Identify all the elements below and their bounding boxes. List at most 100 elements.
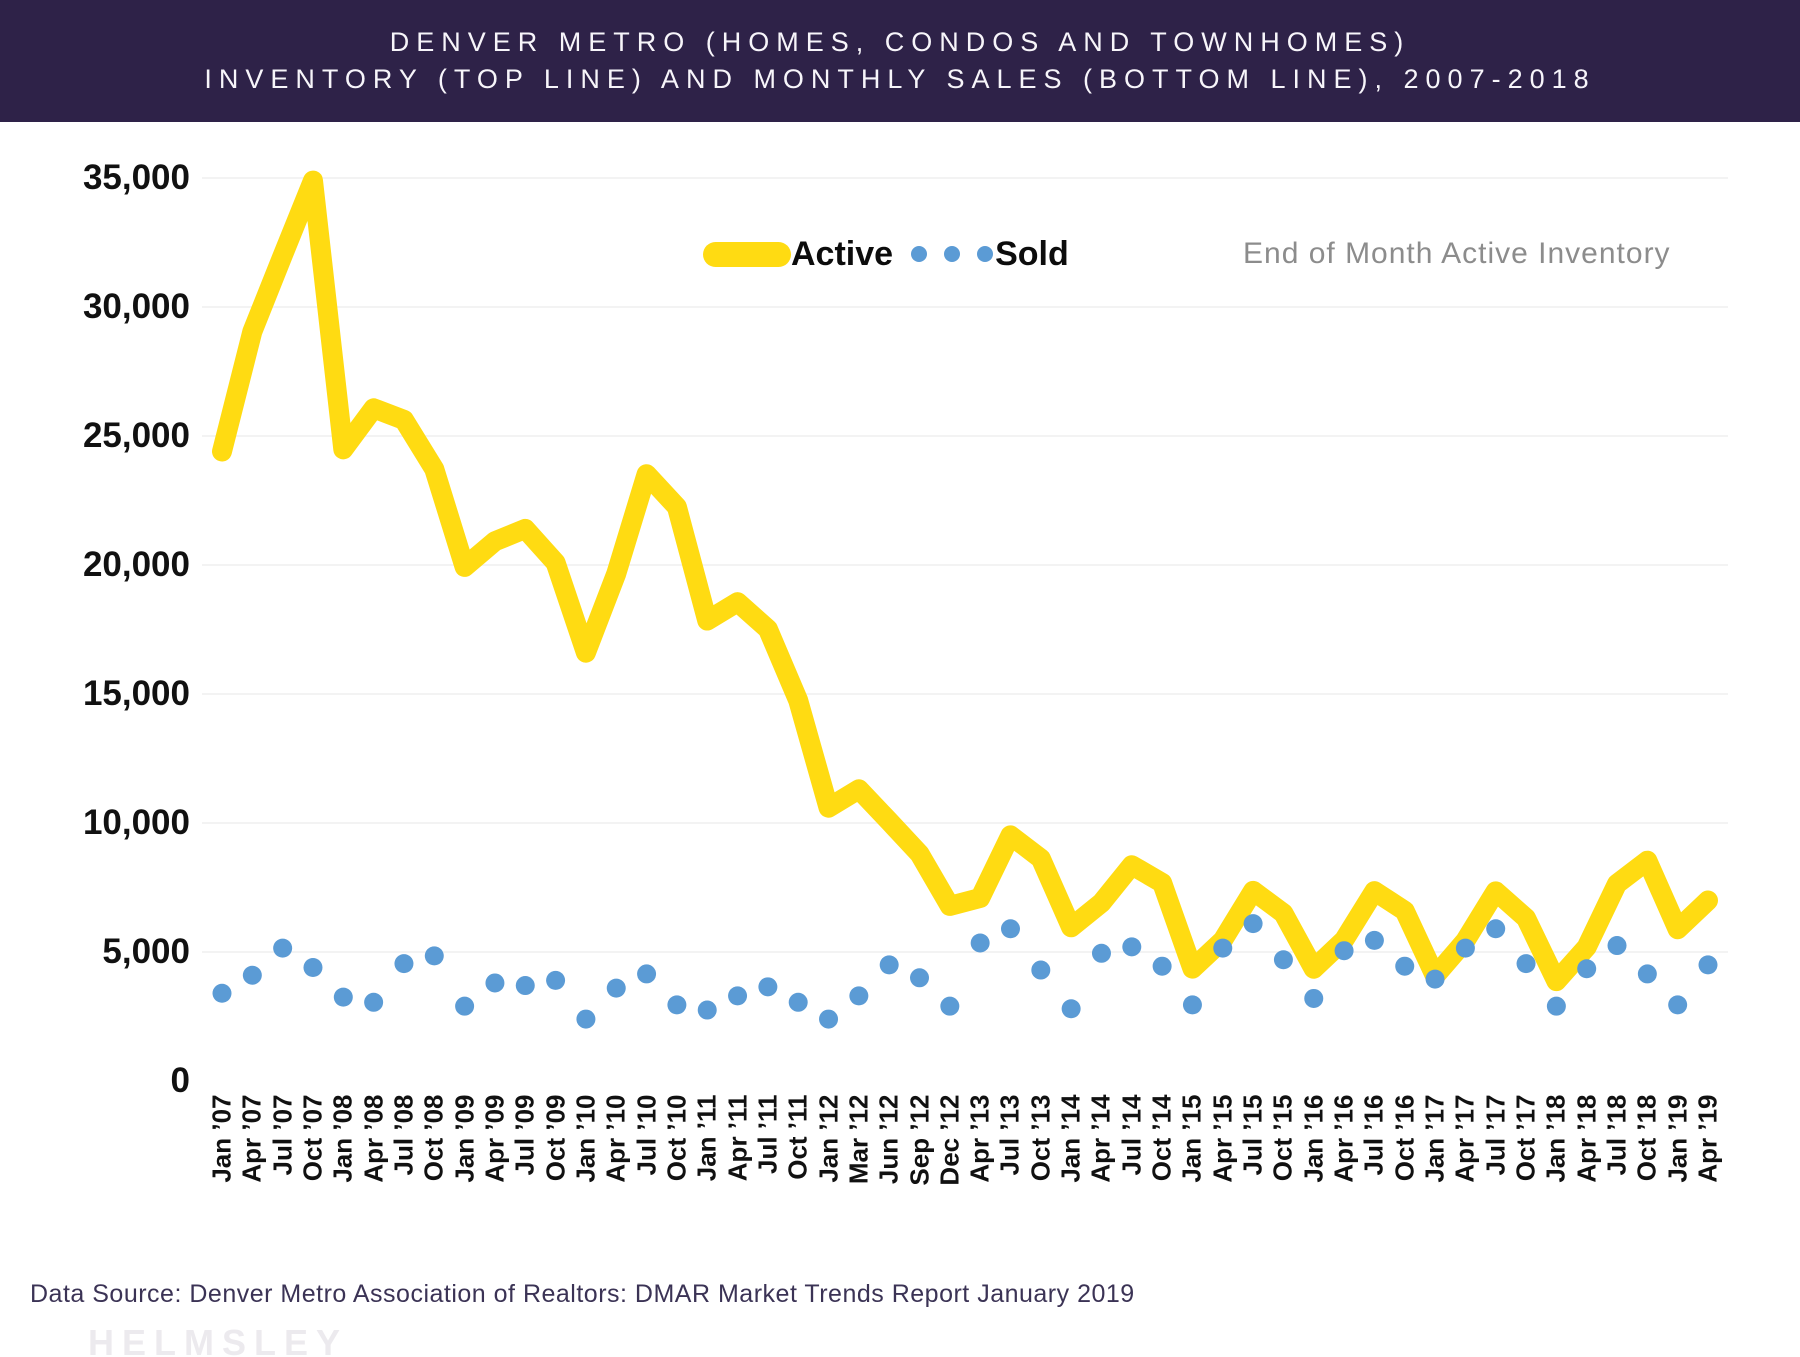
chart-title-line1: DENVER METRO (HOMES, CONDOS AND TOWNHOME… — [389, 27, 1411, 57]
x-axis-tick-label: Jan ’07 — [206, 1094, 237, 1183]
sold-data-point — [788, 992, 808, 1012]
y-axis-tick-label: 25,000 — [82, 416, 190, 455]
sold-data-point — [1091, 943, 1111, 963]
x-axis-tick-label: Oct ’15 — [1267, 1094, 1298, 1182]
sold-data-point — [242, 965, 262, 985]
x-axis-tick-label: Sep ’12 — [904, 1094, 934, 1186]
x-axis-tick-label: Jan ’11 — [691, 1094, 722, 1182]
sold-data-point — [910, 968, 930, 988]
x-axis-tick-label: Apr ’09 — [479, 1094, 510, 1183]
sold-data-point — [1455, 938, 1475, 958]
sold-data-point — [485, 973, 505, 993]
sold-dot-icon — [944, 246, 961, 262]
x-axis-tick-label: Oct ’18 — [1631, 1094, 1662, 1182]
sold-data-point — [576, 1009, 596, 1029]
active-line-swatch-icon — [703, 241, 791, 267]
sold-data-point — [1152, 956, 1172, 976]
sold-data-point — [546, 970, 566, 990]
sold-data-point — [1273, 950, 1293, 970]
sold-data-point — [1182, 995, 1202, 1015]
chart-title-banner: DENVER METRO (HOMES, CONDOS AND TOWNHOME… — [0, 0, 1800, 122]
sold-data-point — [1031, 960, 1051, 980]
sold-data-point — [212, 983, 232, 1003]
sold-data-point — [1668, 995, 1688, 1015]
x-axis-tick-label: Jul ’13 — [994, 1094, 1025, 1176]
x-axis-tick-label: Apr ’07 — [236, 1094, 267, 1183]
sold-data-point — [1546, 996, 1566, 1016]
sold-data-point — [728, 986, 748, 1006]
legend-sold-label: Sold — [995, 234, 1069, 273]
x-axis-tick-label: Apr ’14 — [1085, 1094, 1116, 1183]
x-axis-tick-label: Oct ’17 — [1510, 1094, 1541, 1182]
sold-data-point — [940, 996, 960, 1016]
x-axis-tick-label: Jan ’12 — [813, 1094, 844, 1183]
legend-active-label: Active — [791, 234, 894, 273]
sold-data-point — [970, 933, 990, 953]
chart-annotation: End of Month Active Inventory — [1243, 237, 1671, 270]
x-axis-tick-label: Jul ’08 — [388, 1094, 419, 1176]
x-axis-tick-label: Jul ’07 — [267, 1094, 298, 1176]
sold-dot-icon — [911, 246, 928, 262]
sold-data-point — [364, 992, 384, 1012]
sold-data-point — [1395, 956, 1415, 976]
x-axis-tick-label: Oct ’16 — [1389, 1094, 1420, 1182]
sold-data-point — [1516, 954, 1536, 974]
sold-data-point — [1000, 919, 1020, 939]
x-axis-tick-label: Apr ’16 — [1328, 1094, 1359, 1183]
x-axis-tick-label: Apr ’15 — [1207, 1094, 1238, 1183]
x-axis-tick-label: Jan ’19 — [1662, 1094, 1693, 1183]
sold-data-point — [819, 1009, 839, 1029]
sold-data-point — [1577, 959, 1597, 979]
y-axis-tick-label: 35,000 — [82, 158, 190, 197]
sold-data-point — [1364, 930, 1384, 950]
x-axis-tick-label: Mar ’12 — [843, 1094, 874, 1185]
x-axis-tick-label: Dec ’12 — [934, 1094, 965, 1186]
x-axis-tick-label: Jun ’12 — [873, 1094, 904, 1185]
sold-data-point — [667, 995, 687, 1015]
chart-legend: Active Sold — [703, 234, 1069, 274]
sold-data-point — [515, 976, 535, 996]
x-axis-tick-label: Jul ’10 — [631, 1094, 662, 1176]
x-axis-tick-label: Jan ’09 — [449, 1094, 480, 1183]
active-inventory-line — [212, 170, 1718, 992]
sold-data-point — [1122, 937, 1142, 957]
x-axis-tick-label: Oct ’08 — [418, 1094, 449, 1182]
x-axis-tick-label: Oct ’10 — [661, 1094, 692, 1182]
sold-data-point — [1486, 919, 1506, 939]
x-axis-tick-label: Jan ’14 — [1055, 1094, 1086, 1183]
x-axis-tick-label: Jan ’10 — [570, 1094, 601, 1183]
x-axis-tick-label: Jul ’15 — [1237, 1094, 1268, 1176]
y-axis-tick-label: 10,000 — [82, 803, 190, 842]
sold-dots-swatch-icon — [911, 246, 995, 262]
chart-title-line2: INVENTORY (TOP LINE) AND MONTHLY SALES (… — [204, 64, 1596, 94]
x-axis-tick-label: Apr ’13 — [964, 1094, 995, 1183]
sold-data-point — [758, 977, 778, 997]
sold-data-point — [333, 987, 353, 1007]
sold-data-point — [697, 1000, 717, 1020]
sold-data-point — [1334, 941, 1354, 961]
x-axis-tick-label: Oct ’09 — [540, 1094, 571, 1182]
sold-data-point — [1425, 969, 1445, 989]
sold-data-point — [394, 954, 414, 974]
x-axis-tick-label: Jul ’09 — [509, 1094, 540, 1176]
sold-data-point — [637, 964, 657, 984]
x-axis-tick-label: Apr ’19 — [1692, 1094, 1723, 1183]
sold-data-point — [1698, 955, 1718, 975]
x-axis-tick-label: Jan ’17 — [1419, 1094, 1450, 1183]
x-axis-tick-label: Jul ’11 — [752, 1094, 783, 1175]
x-axis-tick-label: Jan ’18 — [1540, 1094, 1571, 1183]
x-axis-tick-label: Jul ’16 — [1358, 1094, 1389, 1176]
y-axis-tick-label: 20,000 — [82, 545, 190, 584]
x-axis-tick-label: Jan ’16 — [1298, 1094, 1329, 1183]
sold-data-point — [1061, 999, 1081, 1019]
y-axis-tick-label: 5,000 — [102, 932, 190, 971]
sold-data-point — [273, 938, 293, 958]
x-axis-tick-label: Jul ’17 — [1480, 1094, 1511, 1176]
y-axis-tick-label: 0 — [170, 1061, 190, 1100]
x-axis-tick-label: Oct ’07 — [297, 1094, 328, 1182]
data-source-note: Data Source: Denver Metro Association of… — [30, 1280, 1135, 1308]
sold-data-point — [1637, 964, 1657, 984]
y-axis-tick-label: 15,000 — [82, 674, 190, 713]
sold-data-point — [1607, 936, 1627, 956]
sold-data-point — [879, 955, 899, 975]
